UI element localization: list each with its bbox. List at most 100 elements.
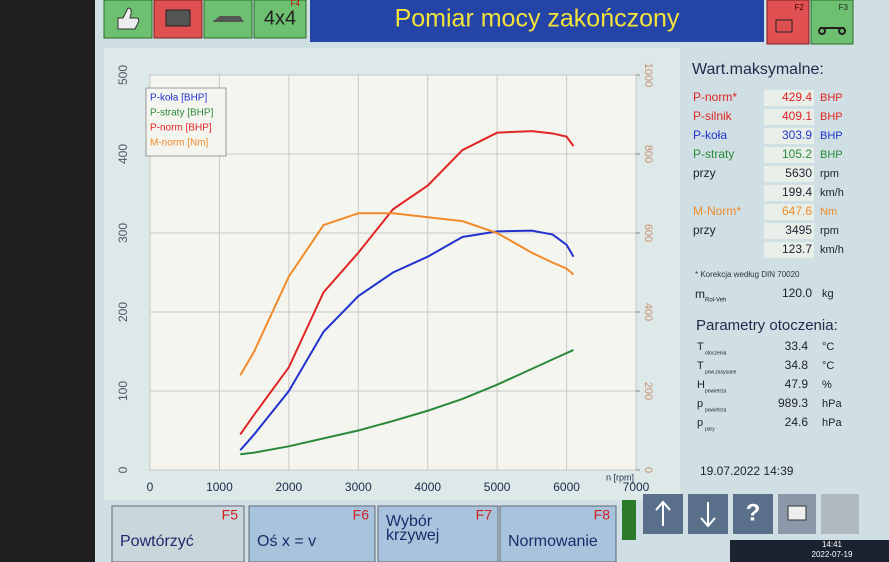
clock-date: 2022-07-19 (812, 550, 853, 559)
function-key: F7 (476, 507, 493, 523)
note: * Korekcja według DIN 70020 (695, 270, 800, 279)
disabled-button[interactable] (821, 494, 859, 534)
row-value: 409.1 (782, 109, 812, 123)
row-unit: BHP (820, 149, 843, 161)
function-label: Powtórzyć (120, 533, 194, 550)
row-label: P-norm* (693, 90, 737, 104)
mass-unit: kg (822, 288, 834, 300)
value-box (764, 166, 814, 182)
f3-icon (818, 27, 847, 35)
legend-entry: P-norm [BHP] (150, 123, 212, 134)
value-box (764, 204, 814, 220)
series-line (239, 229, 575, 451)
x-tick-label: 0 (147, 480, 154, 494)
series-line (239, 130, 575, 436)
row-unit: rpm (820, 225, 839, 237)
y-tick-label: 400 (116, 144, 130, 164)
row-label: M-Norm* (693, 204, 741, 218)
row-value: 647.6 (782, 204, 812, 218)
function-label: Normowanie (508, 533, 598, 550)
y-tick-label: 100 (116, 381, 130, 401)
env-sub: powietrza (705, 388, 727, 394)
value-box (764, 90, 814, 106)
env-unit: hPa (822, 398, 842, 410)
down-icon (700, 502, 716, 528)
function-button[interactable] (499, 505, 617, 562)
function-key: F8 (594, 507, 611, 523)
env-sub: powietrza (705, 407, 727, 413)
function-key: F5 (222, 507, 239, 523)
row-value: 123.7 (782, 242, 812, 256)
frame (0, 0, 95, 562)
f2-button[interactable] (766, 0, 810, 45)
env-title: Parametry otoczenia: (696, 317, 838, 334)
screen-title: Pomiar mocy zakończony (395, 5, 680, 33)
row-unit: Nm (820, 206, 837, 218)
row-value: 3495 (785, 223, 812, 237)
env-unit: hPa (822, 417, 842, 429)
env-label: T (697, 360, 704, 372)
value-box (764, 147, 814, 163)
clock-time: 14:41 (822, 540, 843, 549)
values-panel: Wart.maksymalne: P-norm* 429.4 BHP P-silnik 4… (692, 61, 844, 432)
row-value: 303.9 (782, 128, 812, 142)
value-box (764, 242, 814, 258)
env-value: 34.8 (785, 358, 809, 372)
value-box (764, 223, 814, 239)
env-value: 33.4 (785, 339, 809, 353)
function-key: F6 (353, 507, 370, 523)
x-tick-label: 7000 (623, 480, 650, 494)
legend-entry: P-koła [BHP] (150, 93, 207, 104)
env-unit: °C (822, 360, 834, 372)
row-label: P-koła (693, 128, 727, 142)
print-icon (787, 505, 807, 521)
y2-tick-label: 1000 (642, 63, 654, 87)
env-value: 989.3 (778, 396, 808, 410)
row-unit: rpm (820, 168, 839, 180)
row-unit: km/h (820, 244, 844, 256)
env-unit: % (822, 379, 832, 391)
legend-entry: M-norm [Nm] (150, 138, 209, 149)
row-label: przy (693, 166, 716, 180)
value-box (764, 109, 814, 125)
button-4x4-label: 4x4 (264, 7, 296, 29)
env-value: 24.6 (785, 415, 809, 429)
engine-icon (165, 9, 191, 27)
y2-tick-label: 200 (642, 382, 654, 400)
series-line (240, 349, 574, 456)
row-unit: km/h (820, 187, 844, 199)
row-value: 5630 (785, 166, 812, 180)
button-4x4[interactable] (253, 0, 307, 39)
car-icon (212, 16, 244, 22)
row-label: przy (693, 223, 716, 237)
function-button[interactable] (377, 505, 499, 562)
key-label: F4 (291, 0, 301, 8)
row-label: P-silnik (693, 109, 733, 123)
taskbar (730, 540, 889, 562)
function-button[interactable] (248, 505, 376, 562)
engine-button[interactable] (153, 0, 203, 39)
y2-tick-label: 800 (642, 145, 654, 163)
env-label: T (697, 341, 704, 353)
x-tick-label: 3000 (345, 480, 372, 494)
y-tick-label: 0 (116, 466, 130, 473)
row-unit: BHP (820, 130, 843, 142)
legend-box (145, 87, 227, 157)
function-label: Wybór (386, 513, 433, 530)
env-sub: pow.zasysane (705, 369, 737, 375)
function-button[interactable] (111, 505, 245, 562)
row-value: 199.4 (782, 185, 812, 199)
key-label: F3 (839, 3, 849, 12)
f3-button[interactable] (810, 0, 854, 45)
env-sub: pary (705, 426, 715, 432)
value-box (764, 128, 814, 144)
help-button[interactable] (733, 494, 773, 534)
row-label: P-straty (693, 147, 734, 161)
y2-tick-label: 600 (642, 224, 654, 242)
env-label: H (697, 379, 705, 391)
row-unit: BHP (820, 92, 843, 104)
y-tick-label: 500 (116, 65, 130, 85)
value-box (764, 185, 814, 201)
